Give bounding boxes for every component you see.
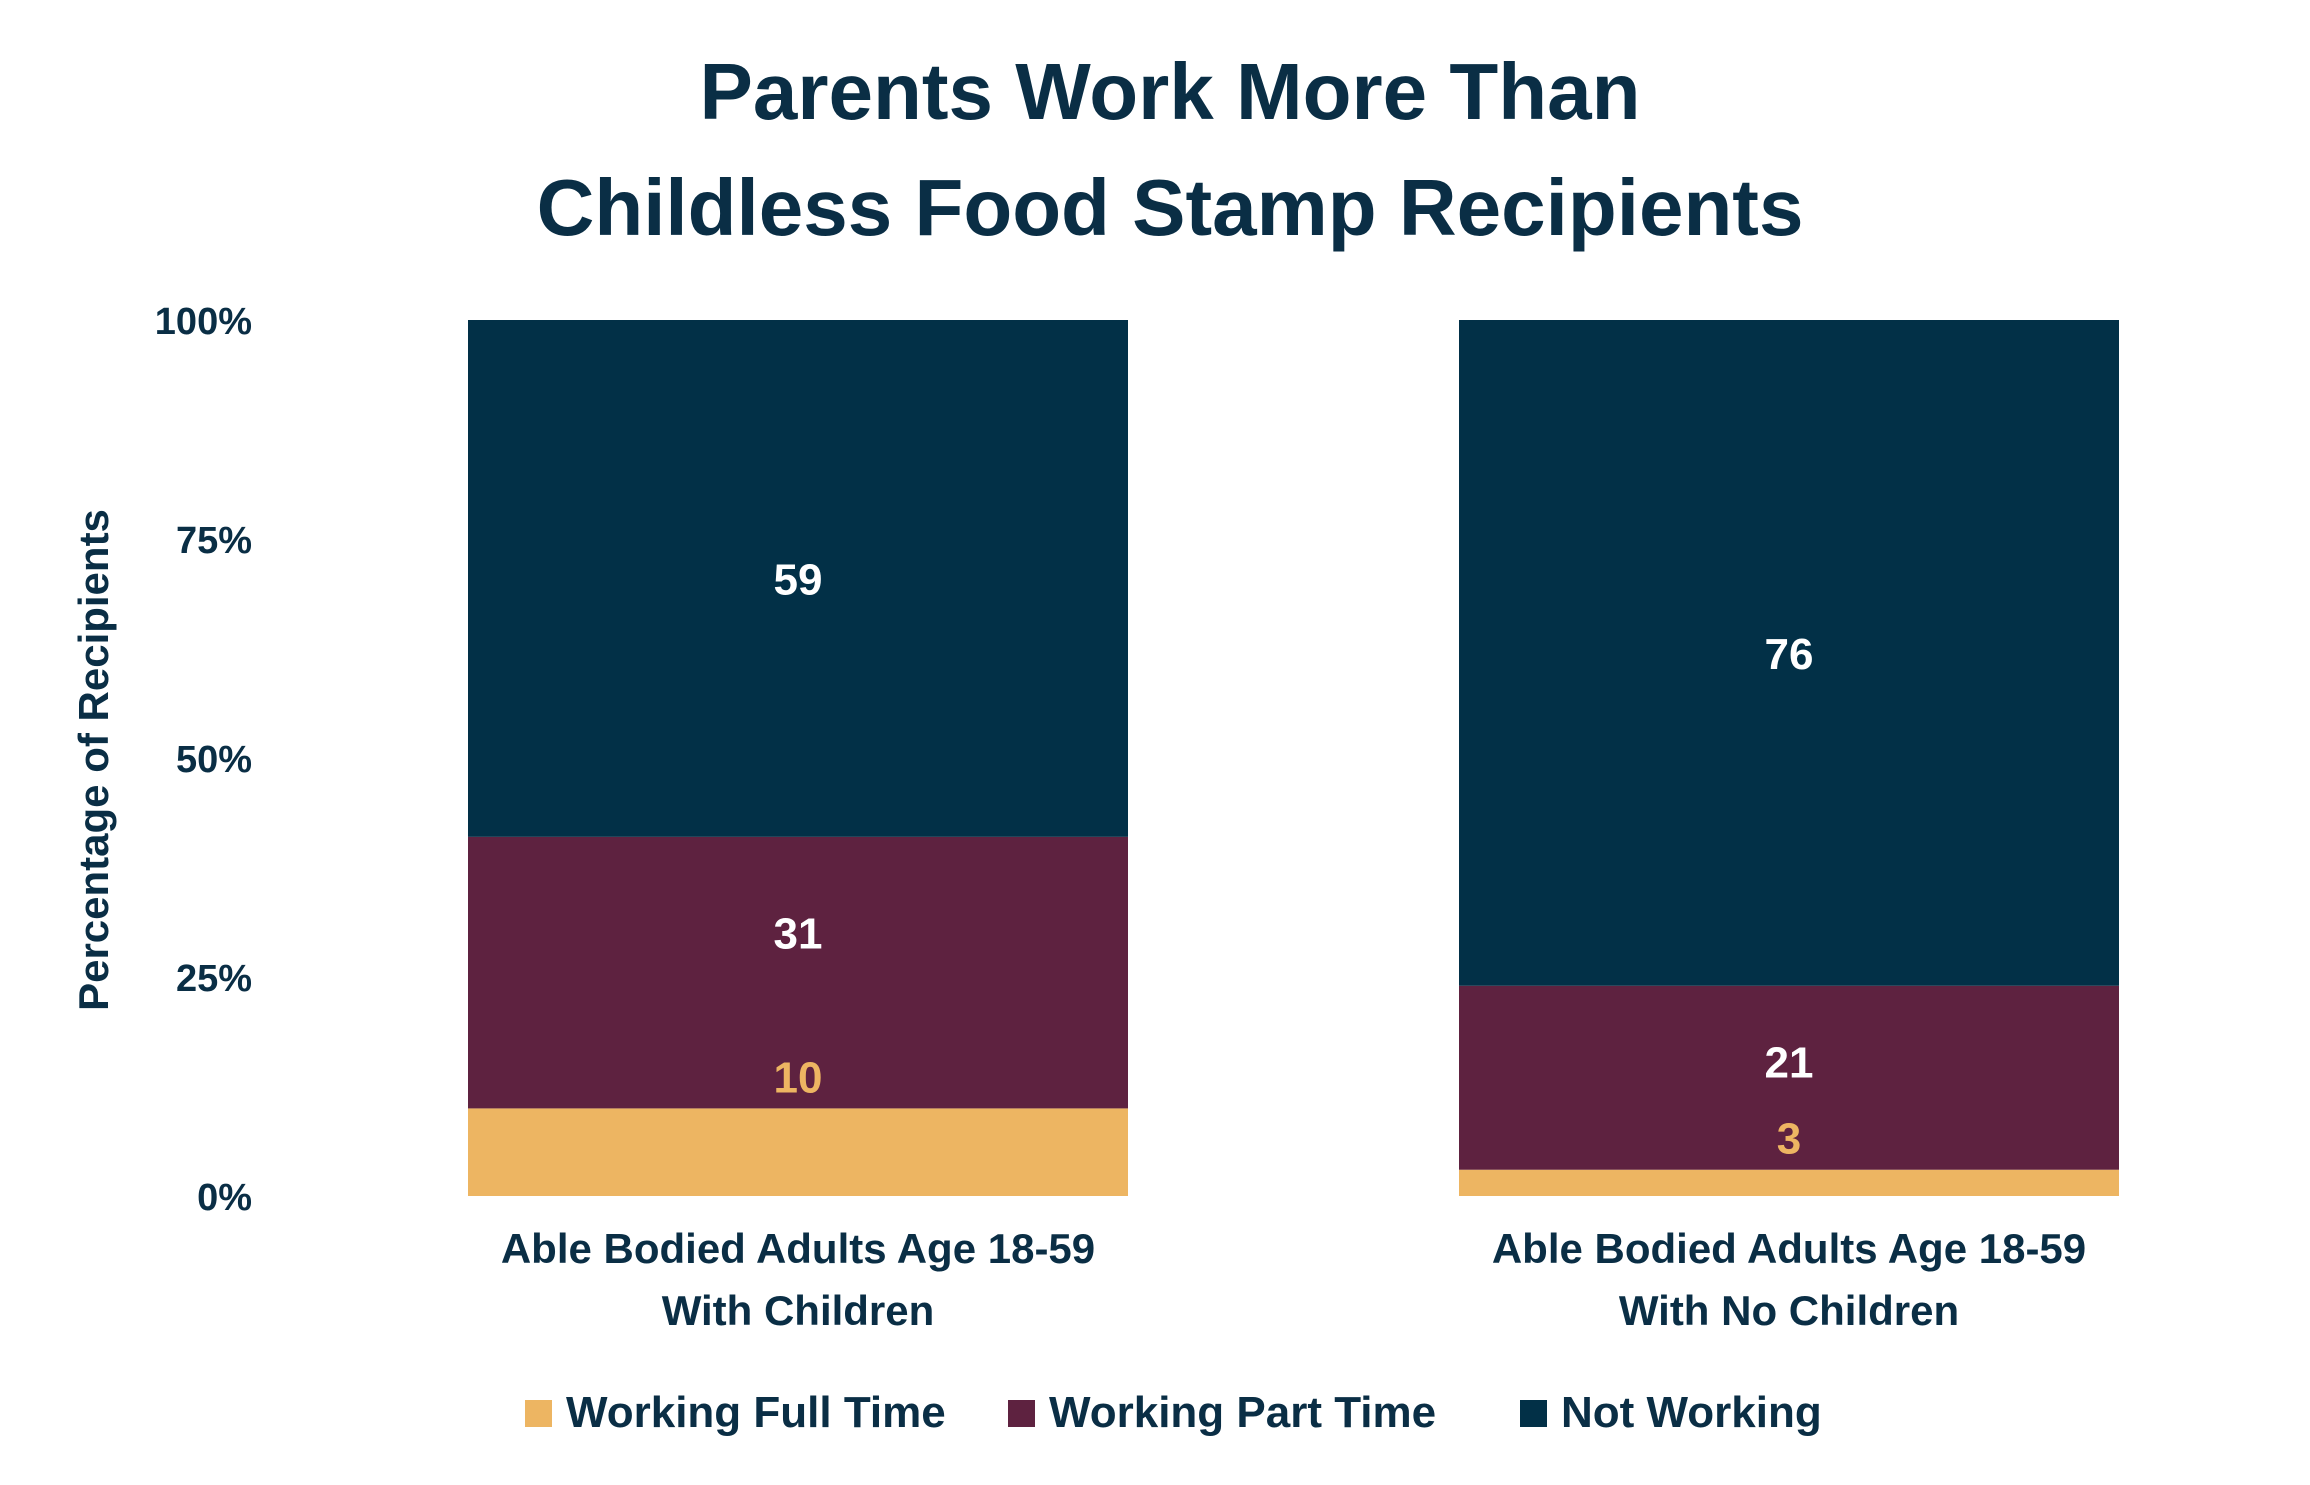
data-label: 3 bbox=[1777, 1115, 1801, 1164]
y-tick-label: 75% bbox=[176, 520, 252, 562]
x-category-label: Able Bodied Adults Age 18-59 bbox=[1492, 1225, 2086, 1272]
data-label: 59 bbox=[774, 555, 823, 604]
legend-swatch bbox=[1520, 1399, 1547, 1427]
y-tick-label: 25% bbox=[176, 958, 252, 1000]
x-category-label: With No Children bbox=[1619, 1287, 1959, 1334]
legend-swatch bbox=[1008, 1399, 1035, 1427]
y-tick-label: 50% bbox=[176, 739, 252, 781]
legend-label: Working Full Time bbox=[566, 1388, 946, 1437]
legend-label: Working Part Time bbox=[1049, 1388, 1437, 1437]
data-label: 21 bbox=[1765, 1039, 1814, 1088]
x-category-label: Able Bodied Adults Age 18-59 bbox=[501, 1225, 1095, 1272]
bar-segment-working-full-time bbox=[1459, 1169, 2119, 1196]
legend-item: Working Part Time bbox=[1008, 1388, 1436, 1438]
legend: Working Full Time Working Part Time Not Wo… bbox=[0, 1388, 2310, 1438]
bar-segment-working-part-time bbox=[1459, 985, 2119, 1170]
bar-segment-not-working bbox=[1459, 320, 2119, 986]
legend-item: Not Working bbox=[1520, 1388, 1822, 1438]
y-tick-label: 100% bbox=[155, 301, 252, 343]
chart-title-line-1: Parents Work More Than bbox=[699, 47, 1641, 136]
legend-label: Not Working bbox=[1561, 1388, 1822, 1437]
legend-swatch bbox=[525, 1399, 552, 1427]
bar-segment-not-working bbox=[468, 320, 1128, 837]
bar-segment-working-full-time bbox=[468, 1108, 1128, 1196]
data-label: 10 bbox=[774, 1053, 823, 1102]
y-axis-label: Percentage of Recipients bbox=[70, 509, 117, 1011]
chart-title-line-2: Childless Food Stamp Recipients bbox=[536, 163, 1804, 252]
x-category-label: With Children bbox=[662, 1287, 935, 1334]
bar-segment-working-part-time bbox=[468, 836, 1128, 1109]
data-label: 76 bbox=[1765, 630, 1814, 679]
legend-item: Working Full Time bbox=[525, 1388, 946, 1438]
y-tick-label: 0% bbox=[197, 1177, 252, 1219]
data-label: 31 bbox=[774, 910, 823, 959]
